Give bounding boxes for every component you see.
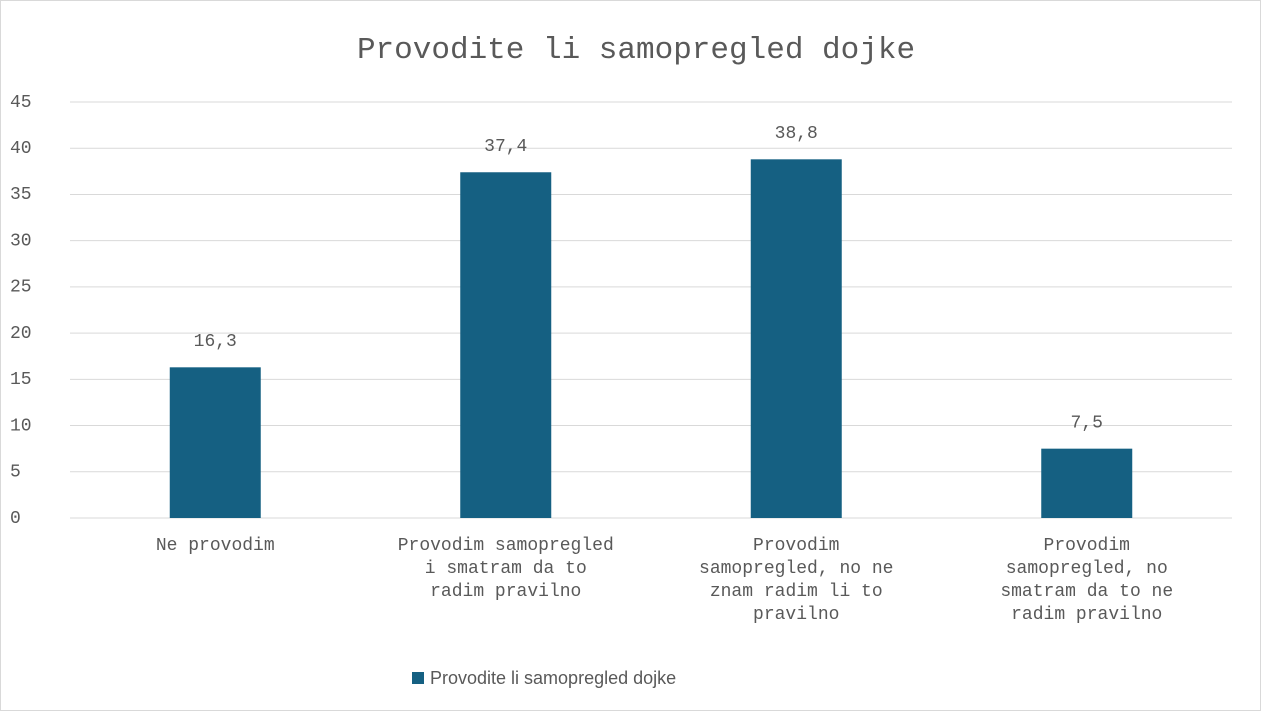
y-tick-label: 35: [10, 185, 32, 205]
y-tick-label: 5: [10, 463, 21, 483]
x-tick-label: Provodim samopregled, no ne znam radim l…: [699, 536, 894, 625]
y-tick-label: 25: [10, 278, 32, 298]
y-tick-label: 40: [10, 139, 32, 159]
y-tick-label: 10: [10, 416, 32, 436]
legend-swatch: [412, 672, 424, 684]
y-tick-label: 20: [10, 324, 32, 344]
y-tick-label: 15: [10, 370, 32, 390]
y-tick-label: 45: [10, 93, 32, 113]
data-label: 16,3: [194, 332, 237, 352]
bar: [750, 159, 842, 518]
data-label: 37,4: [484, 137, 527, 157]
data-label: 7,5: [1071, 413, 1103, 433]
chart-title: Provodite li samopregled dojke: [357, 33, 915, 68]
y-tick-label: 30: [10, 231, 32, 251]
data-label: 38,8: [775, 124, 818, 144]
bar: [169, 367, 261, 518]
x-tick-label: Provodim samopregled, no smatram da to n…: [1000, 536, 1174, 625]
x-tick-label: Provodim samopregled i smatram da to rad…: [397, 536, 614, 602]
legend-label: Provodite li samopregled dojke: [430, 668, 676, 688]
bar: [1041, 448, 1133, 518]
bar: [460, 172, 552, 518]
y-tick-label: 0: [10, 509, 21, 529]
x-tick-label: Ne provodim: [155, 536, 275, 556]
